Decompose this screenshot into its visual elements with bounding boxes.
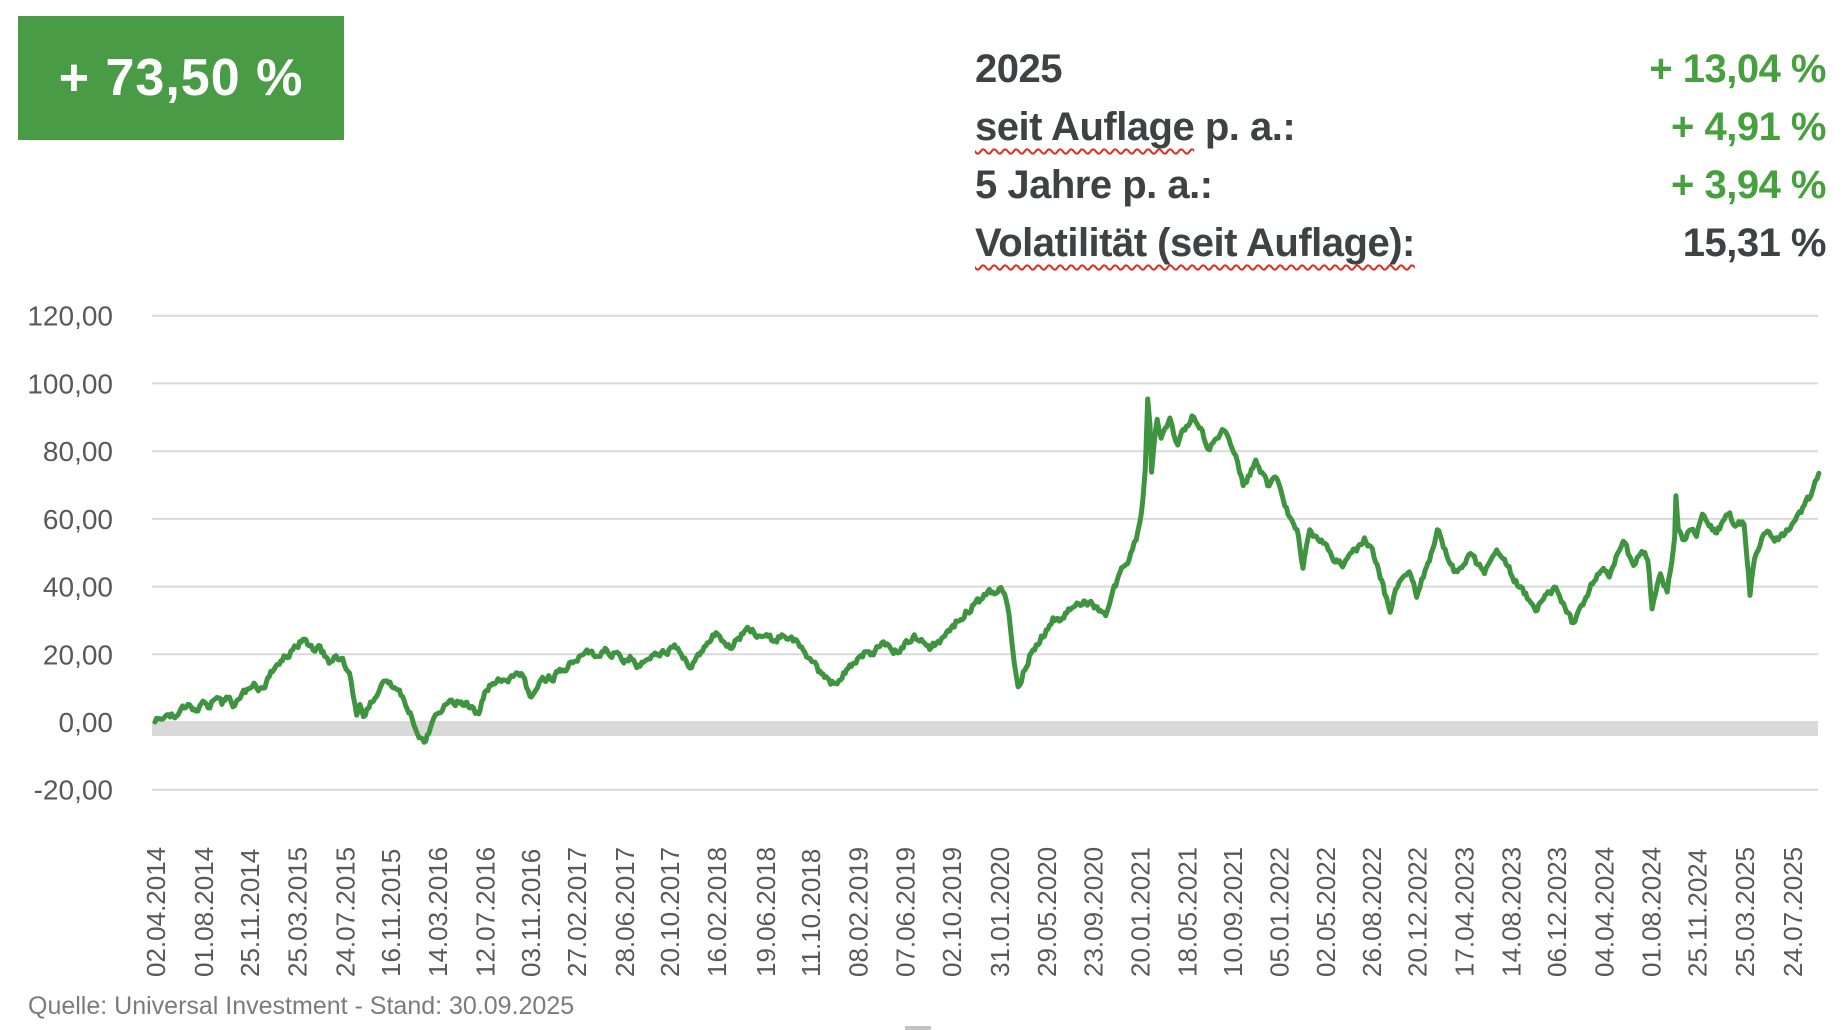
y-axis-tick-label: 40,00	[43, 572, 113, 603]
x-axis-tick-label: 25.03.2025	[1730, 847, 1760, 977]
x-axis-tick-label: 03.11.2016	[516, 849, 546, 977]
y-axis-tick-label: 100,00	[27, 368, 113, 399]
x-axis-tick-label: 29.05.2020	[1032, 847, 1062, 977]
y-axis-tick-label: 0,00	[59, 707, 114, 738]
x-axis-tick-label: 04.04.2024	[1589, 847, 1619, 977]
x-axis-tick-label: 07.06.2019	[891, 847, 921, 977]
x-axis-tick-label: 25.03.2015	[283, 847, 313, 977]
x-axis-tick-label: 02.10.2019	[937, 847, 967, 977]
y-axis-tick-label: 120,00	[27, 301, 113, 332]
x-axis-tick-label: 16.02.2018	[702, 847, 732, 977]
x-axis-tick-label: 08.02.2019	[844, 847, 874, 977]
x-axis-tick-label: 27.02.2017	[562, 847, 592, 977]
x-axis-tick-label: 28.06.2017	[610, 847, 640, 977]
y-axis-tick-label: 60,00	[43, 504, 113, 535]
y-axis-tick-label: 20,00	[43, 639, 113, 670]
total-return-value: + 73,50 %	[58, 49, 304, 107]
stats-label-text: 5 Jahre p. a.:	[975, 163, 1213, 207]
x-axis-tick-label: 06.12.2023	[1542, 847, 1572, 977]
x-axis-tick-label: 24.07.2015	[330, 847, 360, 977]
stats-row-5-jahre: 5 Jahre p. a.: + 3,94 %	[975, 156, 1827, 214]
stats-panel: 2025 + 13,04 % seit Auflage p. a.: + 4,9…	[975, 40, 1827, 272]
legend-marker-cutoff	[905, 1026, 931, 1030]
y-axis-tick-label: 80,00	[43, 436, 113, 467]
performance-series-line	[152, 396, 1822, 745]
stats-value: + 4,91 %	[1670, 105, 1827, 149]
stats-value: + 3,94 %	[1670, 163, 1827, 207]
stats-label-misspelled: Volatilität (seit Auflage):	[975, 221, 1415, 265]
x-axis-tick-label: 20.10.2017	[655, 847, 685, 977]
x-axis-tick-label: 11.10.2018	[796, 849, 826, 977]
x-axis-tick-label: 25.11.2024	[1683, 849, 1713, 977]
x-axis-tick-label: 19.06.2018	[751, 847, 781, 977]
x-axis-tick-label: 17.04.2023	[1450, 847, 1480, 977]
zero-axis-band	[152, 723, 1818, 736]
x-axis-tick-label: 10.09.2021	[1218, 847, 1248, 977]
stats-label: seit Auflage p. a.:	[975, 98, 1296, 156]
x-axis-tick-label: 24.07.2025	[1778, 847, 1808, 977]
x-axis-tick-label: 23.09.2020	[1079, 847, 1109, 977]
total-return-badge: + 73,50 %	[18, 16, 344, 140]
x-axis-tick-label: 31.01.2020	[985, 847, 1015, 977]
x-axis-tick-label: 01.08.2024	[1637, 847, 1667, 977]
x-axis-tick-label: 02.04.2014	[141, 847, 171, 977]
source-note: Quelle: Universal Investment - Stand: 30…	[28, 992, 575, 1020]
stats-row-2025: 2025 + 13,04 %	[975, 40, 1826, 98]
stats-label: 2025	[975, 40, 1062, 98]
stats-value: 15,31 %	[1682, 221, 1827, 265]
x-axis-tick-label: 20.01.2021	[1126, 847, 1156, 977]
stats-row-seit-auflage: seit Auflage p. a.: + 4,91 %	[975, 98, 1827, 156]
x-axis-tick-label: 16.11.2015	[376, 849, 406, 977]
x-axis-tick-label: 26.08.2022	[1357, 847, 1387, 977]
stats-label-misspelled: seit Auflage	[975, 105, 1195, 149]
x-axis-tick-label: 18.05.2021	[1173, 847, 1203, 977]
x-axis-tick-label: 12.07.2016	[471, 847, 501, 977]
x-axis-tick-label: 14.03.2016	[423, 847, 453, 977]
x-axis-tick-label: 05.01.2022	[1264, 847, 1294, 977]
x-axis-tick-label: 01.08.2014	[189, 847, 219, 977]
stats-label-text: p. a.:	[1194, 105, 1296, 149]
stats-row-volatilitaet: Volatilität (seit Auflage): 15,31 %	[975, 214, 1827, 272]
stats-label-text: 2025	[975, 47, 1062, 91]
stats-value: + 13,04 %	[1649, 47, 1826, 91]
x-axis-tick-label: 20.12.2022	[1403, 847, 1433, 977]
x-axis-tick-label: 02.05.2022	[1311, 847, 1341, 977]
x-axis-tick-label: 25.11.2014	[235, 849, 265, 977]
y-axis-tick-label: -20,00	[34, 775, 113, 806]
stats-label: Volatilität (seit Auflage):	[975, 214, 1415, 272]
stats-label: 5 Jahre p. a.:	[975, 156, 1213, 214]
x-axis-tick-label: 14.08.2023	[1497, 847, 1527, 977]
